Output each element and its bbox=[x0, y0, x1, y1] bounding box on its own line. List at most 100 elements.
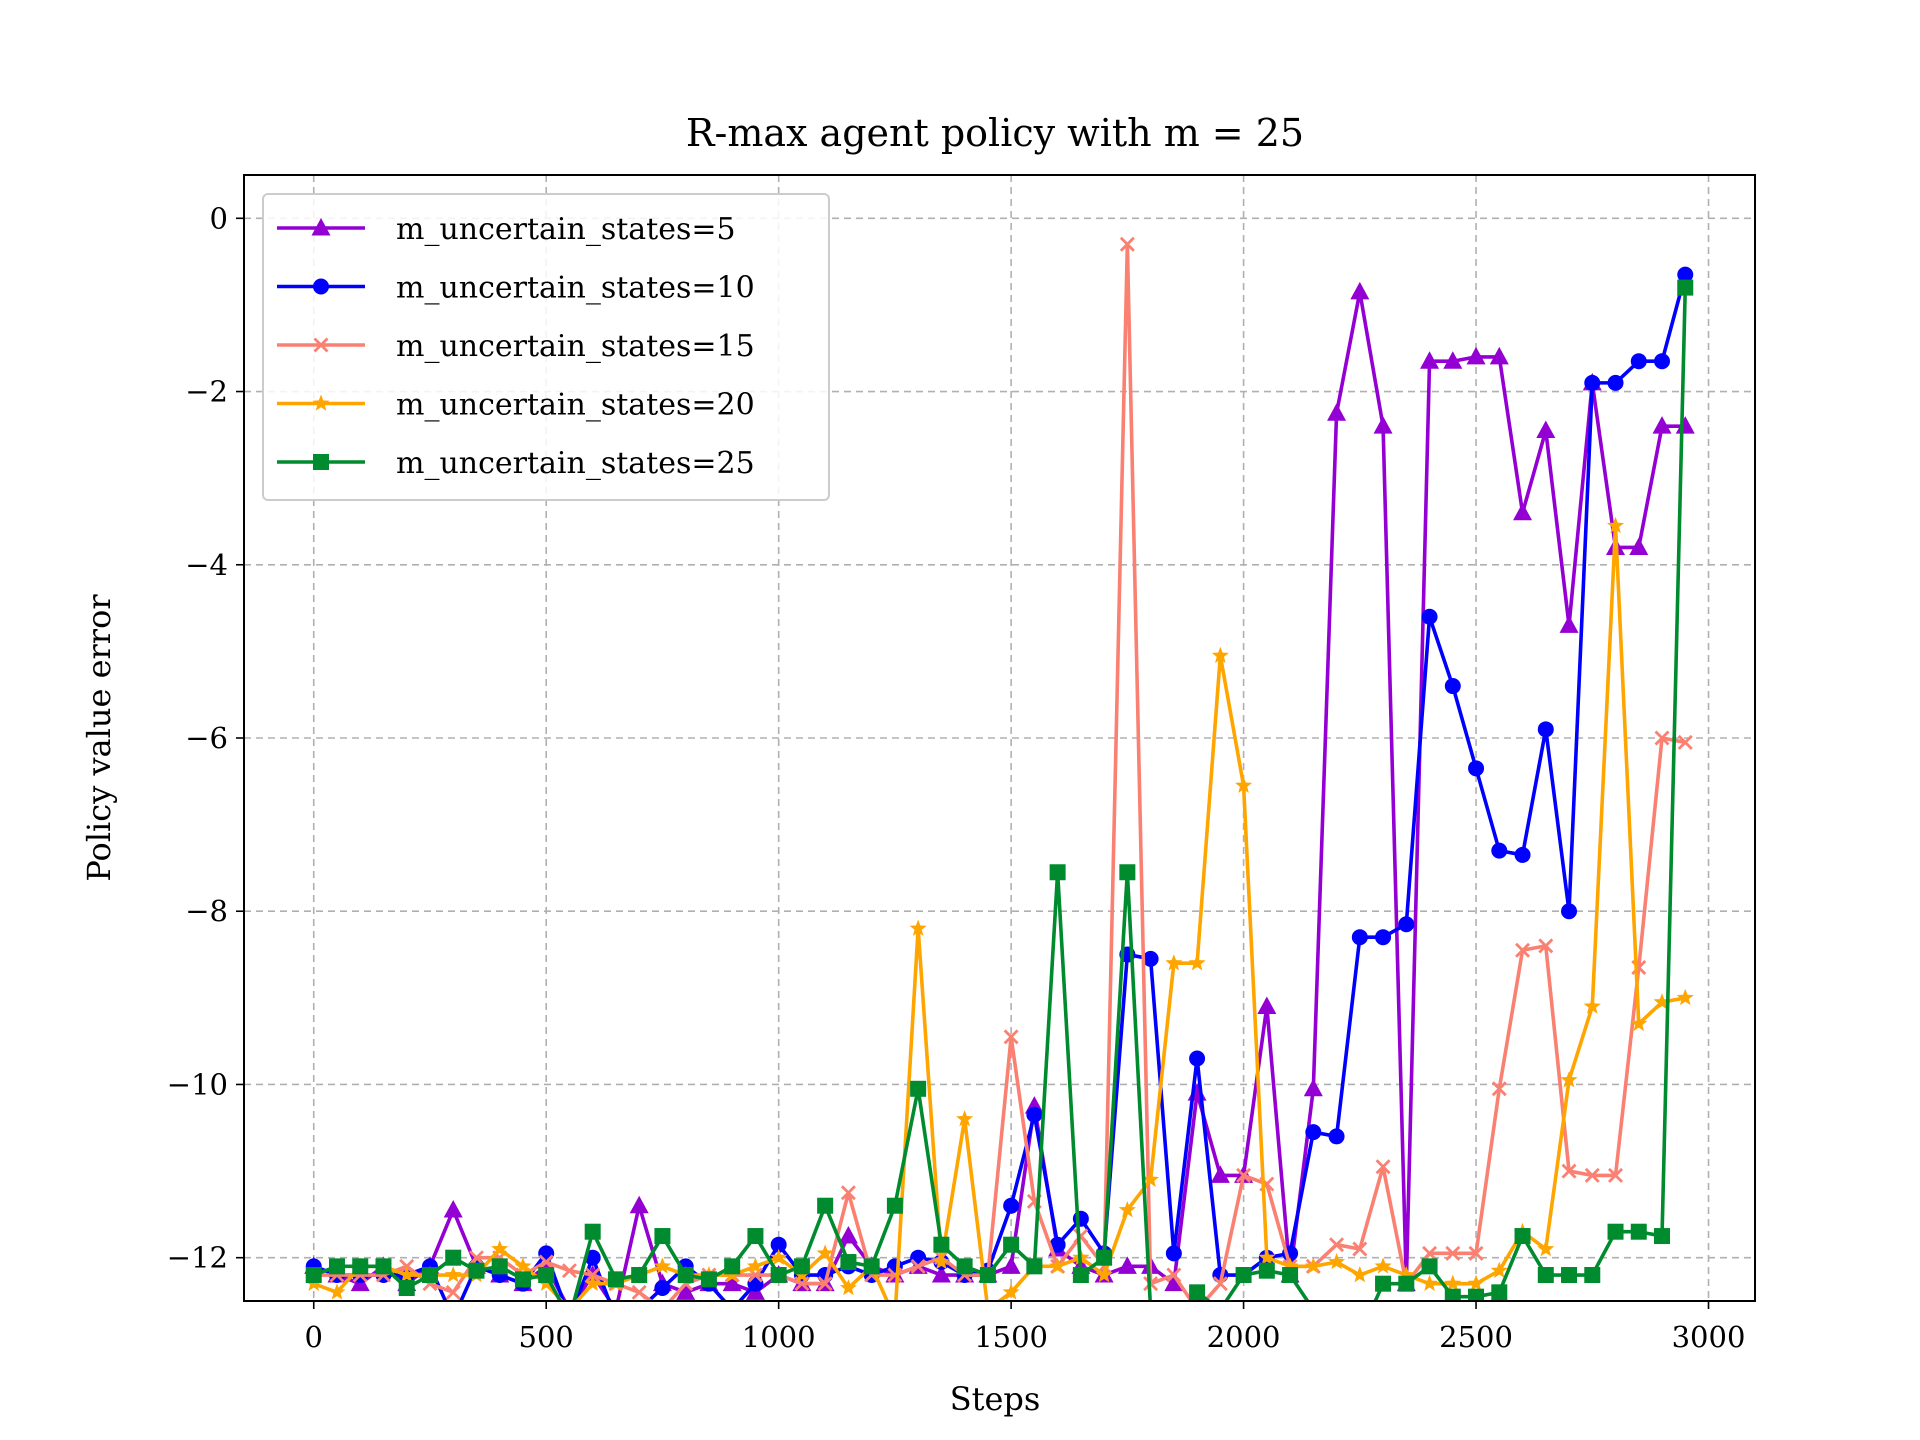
legend-item: m_uncertain_states=25 bbox=[277, 446, 755, 481]
data-point bbox=[538, 1267, 555, 1284]
data-point bbox=[1467, 1274, 1485, 1291]
data-point bbox=[1258, 1248, 1276, 1265]
data-point bbox=[1652, 416, 1672, 434]
data-point bbox=[770, 1248, 788, 1265]
data-point bbox=[1258, 1262, 1275, 1279]
data-point bbox=[444, 1266, 462, 1283]
data-point bbox=[677, 1267, 694, 1284]
legend-marker bbox=[313, 278, 329, 295]
data-point bbox=[1536, 420, 1556, 439]
series-line bbox=[313, 523, 1686, 1301]
data-point bbox=[910, 1258, 926, 1274]
data-point bbox=[1561, 903, 1578, 920]
data-point bbox=[1352, 1328, 1368, 1344]
data-point bbox=[305, 1267, 322, 1284]
data-point bbox=[1537, 1267, 1554, 1284]
data-point bbox=[1607, 374, 1624, 391]
legend-item: m_uncertain_states=20 bbox=[277, 388, 755, 423]
data-point bbox=[1003, 1236, 1020, 1253]
data-point bbox=[1538, 938, 1554, 954]
legend-box bbox=[262, 193, 830, 501]
grid-lines bbox=[244, 175, 1755, 1301]
data-point bbox=[1351, 1266, 1369, 1283]
data-point bbox=[631, 1284, 647, 1300]
data-point bbox=[1003, 1197, 1020, 1214]
data-point bbox=[1444, 1288, 1461, 1301]
data-point bbox=[817, 1197, 834, 1214]
data-point bbox=[1630, 1223, 1647, 1240]
series-4 bbox=[305, 516, 1694, 1301]
data-point bbox=[1119, 864, 1136, 881]
data-point bbox=[1677, 279, 1694, 296]
data-point bbox=[1305, 1124, 1322, 1141]
data-point bbox=[1561, 1267, 1578, 1284]
data-point bbox=[1490, 1261, 1508, 1278]
x-tick-label: 1500 bbox=[974, 1320, 1048, 1354]
data-point bbox=[1491, 1284, 1508, 1301]
data-point bbox=[445, 1284, 461, 1300]
data-point bbox=[1420, 351, 1440, 369]
data-point bbox=[1211, 646, 1229, 663]
data-point bbox=[839, 1279, 857, 1296]
data-point bbox=[398, 1280, 415, 1297]
data-point bbox=[1468, 760, 1485, 777]
data-point bbox=[1001, 1256, 1021, 1274]
data-point bbox=[491, 1258, 508, 1275]
data-point bbox=[561, 1263, 577, 1279]
data-point bbox=[1189, 1050, 1206, 1067]
data-point bbox=[770, 1267, 787, 1284]
data-point bbox=[746, 1257, 764, 1274]
x-tick-label: 1000 bbox=[742, 1320, 816, 1354]
y-axis: 0 −2 −4 −6 −8 −10 −12 bbox=[167, 201, 244, 1275]
data-point bbox=[1166, 1319, 1182, 1335]
data-point bbox=[747, 1275, 764, 1292]
data-point bbox=[1096, 1249, 1113, 1266]
data-point bbox=[1095, 1266, 1113, 1283]
data-point bbox=[1537, 1240, 1555, 1257]
x-tick-label: 2000 bbox=[1207, 1320, 1281, 1354]
data-point bbox=[608, 1310, 624, 1326]
data-point bbox=[1166, 1267, 1182, 1283]
data-point bbox=[838, 1226, 858, 1244]
data-point bbox=[1026, 1258, 1043, 1275]
data-point bbox=[1421, 1258, 1438, 1275]
x-tick-label: 0 bbox=[305, 1320, 323, 1354]
data-point bbox=[1212, 1276, 1228, 1292]
data-point bbox=[1584, 374, 1601, 391]
data-point bbox=[1049, 1257, 1067, 1274]
data-point bbox=[1305, 1302, 1321, 1318]
data-point bbox=[1654, 730, 1670, 746]
y-tick-label: −10 bbox=[167, 1067, 228, 1101]
legend-item: m_uncertain_states=10 bbox=[277, 271, 755, 306]
data-point bbox=[656, 1303, 669, 1316]
data-point bbox=[816, 1244, 834, 1261]
data-point bbox=[1584, 1167, 1600, 1183]
data-point bbox=[1559, 615, 1579, 633]
data-point bbox=[1561, 1163, 1577, 1179]
data-point bbox=[421, 1267, 438, 1284]
legend-marker bbox=[313, 337, 329, 353]
data-point bbox=[538, 1245, 555, 1262]
data-point bbox=[1142, 1170, 1160, 1188]
data-point bbox=[956, 1110, 974, 1127]
data-point bbox=[1584, 1267, 1601, 1284]
data-point bbox=[1329, 1237, 1345, 1253]
data-point bbox=[1444, 1274, 1462, 1291]
data-point bbox=[1489, 346, 1509, 365]
data-point bbox=[1676, 988, 1694, 1006]
y-tick-label: −8 bbox=[185, 894, 228, 928]
data-point bbox=[1187, 1083, 1207, 1101]
data-point bbox=[1304, 1257, 1322, 1274]
data-point bbox=[933, 1236, 950, 1253]
data-point bbox=[328, 1258, 345, 1275]
data-point bbox=[722, 1273, 742, 1292]
data-point bbox=[793, 1258, 810, 1275]
data-point bbox=[1236, 1167, 1252, 1183]
data-point bbox=[569, 1300, 570, 1301]
data-point bbox=[514, 1271, 531, 1288]
data-point bbox=[1165, 954, 1183, 971]
data-point bbox=[629, 1195, 649, 1214]
data-point bbox=[607, 1271, 624, 1288]
data-point bbox=[1491, 1081, 1507, 1097]
